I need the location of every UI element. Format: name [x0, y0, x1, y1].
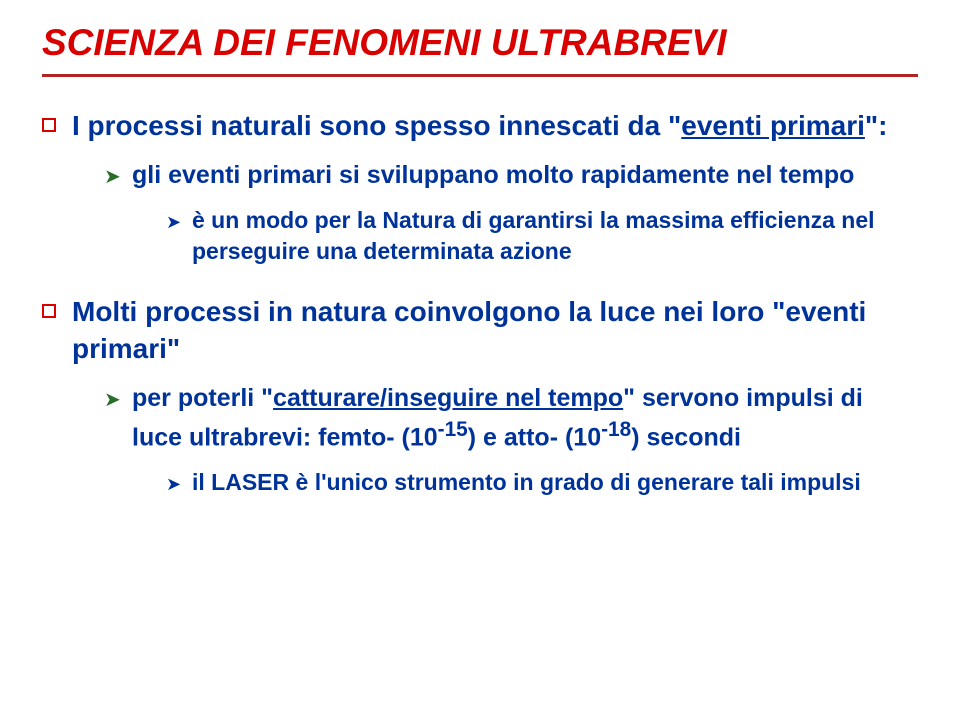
bullet-level-2: ➤per poterli "catturare/inseguire nel te… — [104, 382, 918, 455]
bullet-level-3: ➤il LASER è l'unico strumento in grado d… — [166, 467, 918, 498]
bullet-level-3: ➤è un modo per la Natura di garantirsi l… — [166, 205, 918, 267]
bullet-text: è un modo per la Natura di garantirsi la… — [192, 205, 918, 267]
square-bullet-icon — [42, 118, 72, 132]
bullet-text: gli eventi primari si sviluppano molto r… — [132, 159, 918, 193]
slide: SCIENZA DEI FENOMENI ULTRABREVI I proces… — [0, 0, 960, 498]
bullet-level-1: I processi naturali sono spesso innescat… — [42, 107, 918, 145]
chevron-bullet-icon: ➤ — [104, 387, 132, 414]
bullet-text: I processi naturali sono spesso innescat… — [72, 107, 918, 145]
bullet-text: Molti processi in natura coinvolgono la … — [72, 293, 918, 369]
title-rule — [42, 74, 918, 77]
bullet-level-1: Molti processi in natura coinvolgono la … — [42, 293, 918, 369]
chevron-bullet-icon: ➤ — [104, 164, 132, 191]
bullet-text: il LASER è l'unico strumento in grado di… — [192, 467, 918, 498]
square-bullet-icon — [42, 304, 72, 318]
bullet-level-2: ➤gli eventi primari si sviluppano molto … — [104, 159, 918, 193]
chevron-bullet-icon: ➤ — [166, 472, 192, 496]
slide-content: I processi naturali sono spesso innescat… — [42, 107, 918, 498]
chevron-bullet-icon: ➤ — [166, 210, 192, 234]
slide-title: SCIENZA DEI FENOMENI ULTRABREVI — [42, 22, 918, 64]
bullet-text: per poterli "catturare/inseguire nel tem… — [132, 382, 918, 455]
